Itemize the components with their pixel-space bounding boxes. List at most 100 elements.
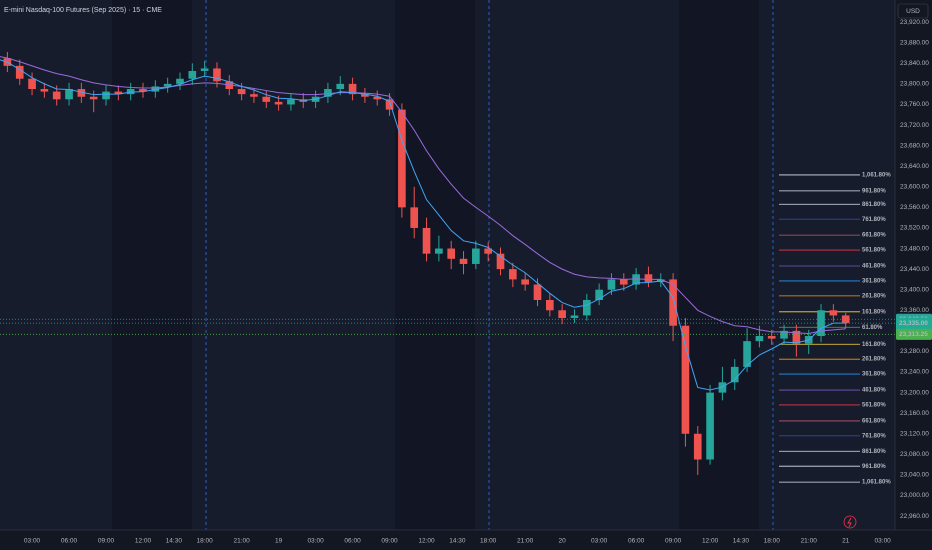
price-label: 23,335.00 xyxy=(899,320,928,327)
x-tick-label: 12:00 xyxy=(135,538,152,545)
candle-body xyxy=(40,89,49,92)
y-tick-label: 23,040.00 xyxy=(900,472,929,479)
y-tick-label: 23,080.00 xyxy=(900,451,929,458)
x-tick-label: 12:00 xyxy=(418,538,435,545)
candle-body xyxy=(52,91,61,100)
candle-body xyxy=(533,284,542,300)
candle-body xyxy=(151,86,160,92)
x-tick-label: 21:00 xyxy=(233,538,250,545)
marks: 22,960.00 23,000.00 23,040.00 23,080.00 23,1… xyxy=(0,19,929,545)
candle-body xyxy=(398,109,406,208)
fib-label: 661.80% xyxy=(862,418,886,424)
candle-body xyxy=(718,382,727,393)
fib-label: 761.80% xyxy=(862,433,886,439)
candle-body xyxy=(188,71,197,79)
candle-body xyxy=(792,330,801,344)
candle-body xyxy=(632,274,640,285)
candle-body xyxy=(669,279,677,326)
x-tick-label: 14:30 xyxy=(449,538,466,545)
time-axis xyxy=(0,530,895,550)
fib-label: 961.80% xyxy=(862,464,886,470)
chart-title: E-mini Nasdaq-100 Futures (Sep 2025) · 1… xyxy=(4,7,162,14)
candle-body xyxy=(496,253,505,270)
candle-body xyxy=(435,248,443,254)
x-tick-label: 03:00 xyxy=(24,538,41,545)
fib-label: 561.80% xyxy=(862,248,886,254)
candle-body xyxy=(693,433,702,460)
x-tick-label: 06:00 xyxy=(61,538,78,545)
y-tick-label: 23,680.00 xyxy=(900,142,929,149)
y-tick-label: 23,480.00 xyxy=(900,245,929,252)
fib-label: 761.80% xyxy=(862,217,886,223)
y-tick-label: 23,760.00 xyxy=(900,101,929,108)
fib-label: 861.80% xyxy=(862,202,886,208)
fib-label: 361.80% xyxy=(862,279,886,285)
candle-body xyxy=(262,96,271,102)
fib-label: 461.80% xyxy=(862,388,886,394)
price-label: 23,313.25 xyxy=(899,331,928,338)
y-tick-label: 23,600.00 xyxy=(900,184,929,191)
candle-body xyxy=(163,83,172,87)
candle-body xyxy=(65,89,73,100)
fib-label: 261.80% xyxy=(862,293,886,299)
y-tick-label: 23,520.00 xyxy=(900,225,929,232)
y-tick-label: 23,200.00 xyxy=(900,389,929,396)
x-tick-label: 03:00 xyxy=(875,538,892,545)
candle-body xyxy=(237,89,246,95)
candle-body xyxy=(348,83,357,95)
x-tick-label: 21:00 xyxy=(517,538,534,545)
fib-label: 461.80% xyxy=(862,264,886,270)
candle-body xyxy=(681,325,690,434)
alert-icon[interactable] xyxy=(843,515,857,529)
y-tick-label: 23,840.00 xyxy=(900,60,929,67)
candle-body xyxy=(324,89,332,97)
candle-body xyxy=(817,310,825,337)
candle-body xyxy=(706,392,714,460)
candle-body xyxy=(213,68,221,82)
currency-button[interactable] xyxy=(897,3,929,19)
currency[interactable]: USD xyxy=(906,8,920,15)
moving-average xyxy=(0,59,846,391)
candle-body xyxy=(361,94,369,97)
y-tick-label: 22,960.00 xyxy=(900,513,929,520)
price-axis xyxy=(895,0,932,550)
fib-label: 961.80% xyxy=(862,188,886,194)
session-band xyxy=(679,0,759,530)
candle-body xyxy=(558,310,566,318)
candle-body xyxy=(422,227,431,254)
y-tick-label: 23,120.00 xyxy=(900,430,929,437)
x-tick-label: 21:00 xyxy=(801,538,818,545)
x-tick-label: 03:00 xyxy=(307,538,324,545)
x-tick-label: 06:00 xyxy=(344,538,361,545)
y-tick-label: 23,280.00 xyxy=(900,348,929,355)
candle-body xyxy=(595,289,603,300)
y-tick-label: 23,440.00 xyxy=(900,266,929,273)
candle-body xyxy=(730,366,739,383)
fib-label: 561.80% xyxy=(862,403,886,409)
fib-label: 161.80% xyxy=(862,342,886,348)
moving-average xyxy=(0,56,846,334)
candle-body xyxy=(780,330,788,339)
candle-body xyxy=(570,315,579,318)
x-tick-label: 03:00 xyxy=(591,538,608,545)
y-tick-label: 23,920.00 xyxy=(900,19,929,26)
candle-body xyxy=(841,315,850,324)
candle-body xyxy=(767,336,776,339)
candle-body xyxy=(274,101,283,105)
candle-body xyxy=(200,68,209,72)
y-tick-label: 23,000.00 xyxy=(900,492,929,499)
y-tick-label: 23,400.00 xyxy=(900,286,929,293)
candle-body xyxy=(114,91,123,95)
y-tick-label: 23,800.00 xyxy=(900,81,929,88)
candle-body xyxy=(176,78,184,84)
x-tick-label: 18:00 xyxy=(480,538,497,545)
y-tick-label: 23,360.00 xyxy=(900,307,929,314)
session-band xyxy=(395,0,475,530)
candle-body xyxy=(447,248,456,259)
y-tick-label: 23,160.00 xyxy=(900,410,929,417)
candle-body xyxy=(459,258,468,264)
candle-body xyxy=(472,248,480,264)
candle-body xyxy=(619,279,628,285)
